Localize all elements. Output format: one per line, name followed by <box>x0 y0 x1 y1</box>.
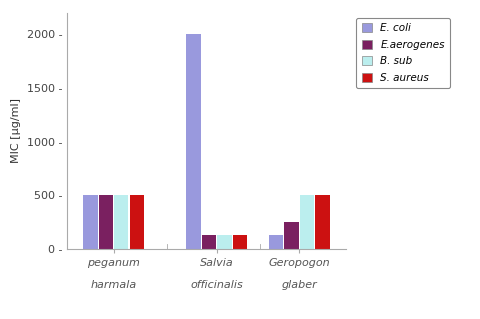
Legend: E. coli, E.aerogenes, B. sub, S. aureus: E. coli, E.aerogenes, B. sub, S. aureus <box>356 18 450 88</box>
Bar <box>233 235 247 249</box>
Bar <box>269 235 283 249</box>
Bar <box>130 195 144 249</box>
Bar <box>300 195 314 249</box>
Text: harmala: harmala <box>90 279 137 290</box>
Bar <box>84 195 97 249</box>
Text: glaber: glaber <box>281 279 317 290</box>
Bar <box>99 195 113 249</box>
Bar <box>315 195 329 249</box>
Bar <box>186 34 201 249</box>
Bar <box>284 222 299 249</box>
Bar <box>202 235 216 249</box>
Bar <box>217 235 231 249</box>
Text: officinalis: officinalis <box>191 279 243 290</box>
Bar <box>114 195 129 249</box>
Y-axis label: MIC [μg/ml]: MIC [μg/ml] <box>11 98 21 163</box>
